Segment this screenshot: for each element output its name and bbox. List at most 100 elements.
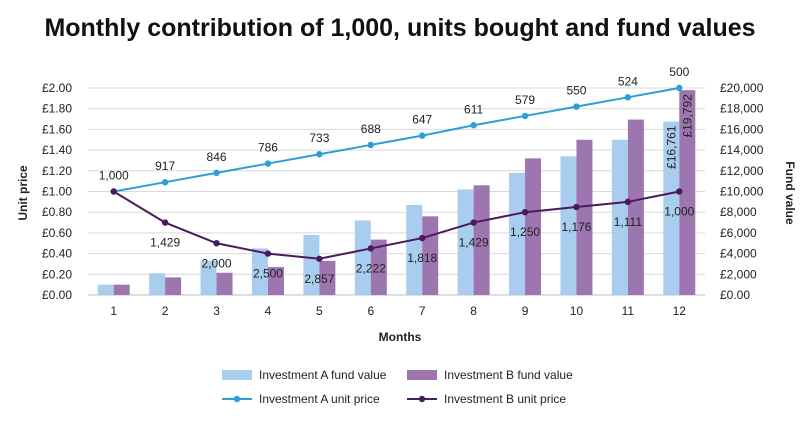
bar-value-label: £19,792 bbox=[680, 94, 694, 138]
x-tick-label: 6 bbox=[367, 304, 374, 318]
x-tick-label: 3 bbox=[213, 304, 220, 318]
legend-marker bbox=[233, 395, 241, 403]
line-point bbox=[213, 169, 220, 177]
bar bbox=[251, 248, 268, 295]
bar-value-label: £16,761 bbox=[664, 125, 678, 169]
legend-label: Investment A fund value bbox=[259, 368, 387, 382]
y-axis-title: Unit price bbox=[16, 165, 30, 221]
series-line bbox=[113, 87, 680, 193]
x-tick-label: 11 bbox=[622, 304, 635, 318]
data-label: 2,000 bbox=[202, 256, 232, 270]
data-label: 2,222 bbox=[356, 261, 386, 275]
data-label: 1,176 bbox=[561, 220, 591, 234]
line-point bbox=[264, 250, 272, 257]
y-tick-label: £0.40 bbox=[42, 247, 72, 261]
bar bbox=[525, 158, 542, 295]
data-label: 917 bbox=[155, 159, 175, 173]
y2-tick-label: £12,000 bbox=[720, 164, 764, 178]
data-labels: 1,000 917 846 786 733 688 647 611 579 550 524 500 1,… bbox=[99, 65, 695, 286]
bar bbox=[216, 272, 233, 295]
line-point bbox=[624, 198, 632, 206]
data-label: 579 bbox=[515, 93, 535, 107]
data-label: 786 bbox=[258, 141, 278, 155]
legend: Investment A fund value Investment B fund… bbox=[222, 368, 573, 406]
x-tick-label: 5 bbox=[316, 304, 323, 318]
y2-axis-title: Fund value bbox=[783, 161, 797, 225]
bar bbox=[319, 260, 336, 295]
lines bbox=[110, 84, 683, 262]
line-point bbox=[161, 178, 169, 186]
x-tick-label: 9 bbox=[522, 304, 529, 318]
data-label: 2,857 bbox=[304, 272, 334, 286]
bar bbox=[97, 284, 114, 295]
line-point bbox=[419, 132, 426, 139]
series-line bbox=[113, 190, 680, 260]
x-tick-label: 4 bbox=[265, 304, 272, 318]
bar bbox=[113, 284, 130, 295]
line-point bbox=[521, 112, 529, 120]
y2-tick-label: £2,000 bbox=[720, 267, 757, 281]
line-point bbox=[316, 255, 323, 262]
data-label: 611 bbox=[464, 102, 483, 116]
x-tick-label: 8 bbox=[470, 304, 477, 318]
legend-label: Investment A unit price bbox=[259, 392, 380, 406]
bar bbox=[560, 156, 577, 295]
legend-marker bbox=[418, 395, 426, 403]
line-point bbox=[624, 94, 632, 101]
bar bbox=[165, 277, 182, 295]
y2-tick-label: £4,000 bbox=[720, 247, 757, 261]
bar bbox=[406, 204, 423, 295]
data-label: 733 bbox=[309, 131, 329, 145]
data-label: 2,500 bbox=[253, 267, 283, 281]
y-tick-label: £1.20 bbox=[42, 164, 72, 178]
line-point bbox=[316, 151, 323, 158]
chart-title: Monthly contribution of 1,000, units bou… bbox=[44, 14, 755, 42]
bar bbox=[473, 185, 490, 295]
bar bbox=[354, 220, 371, 295]
line-point bbox=[264, 160, 272, 167]
y2-tick-label: £0.00 bbox=[720, 288, 750, 302]
bar bbox=[303, 234, 320, 295]
bar bbox=[370, 239, 387, 295]
data-label: 1,818 bbox=[407, 251, 437, 265]
data-label: 1,111 bbox=[614, 215, 643, 229]
y2-tick-label: £14,000 bbox=[720, 143, 764, 157]
x-tick-label: 1 bbox=[110, 304, 117, 318]
y2-tick-label: £20,000 bbox=[720, 81, 764, 95]
y2-tick-label: £8,000 bbox=[720, 205, 757, 219]
line-point bbox=[470, 122, 477, 129]
bar bbox=[509, 172, 526, 295]
x-tick-label: 2 bbox=[162, 304, 169, 318]
line-point bbox=[470, 219, 477, 226]
y-tick-label: £0.20 bbox=[42, 267, 72, 281]
legend-label: Investment B unit price bbox=[444, 392, 566, 406]
y-tick-label: £1.40 bbox=[42, 143, 72, 157]
line-point bbox=[573, 103, 580, 110]
legend-label: Investment B fund value bbox=[444, 368, 573, 382]
x-tick-label: 7 bbox=[419, 304, 426, 318]
data-label: 1,429 bbox=[150, 236, 180, 250]
y2-tick-label: £6,000 bbox=[720, 226, 757, 240]
y-tick-label: £1.80 bbox=[42, 102, 72, 116]
line-point bbox=[213, 240, 220, 247]
line-point bbox=[110, 188, 117, 195]
line-point bbox=[367, 141, 374, 149]
y-tick-label: £0.60 bbox=[42, 226, 72, 240]
bar bbox=[627, 119, 644, 295]
x-tick-label: 10 bbox=[570, 304, 584, 318]
y-tick-label: £1.00 bbox=[42, 185, 72, 199]
data-label: 524 bbox=[618, 74, 638, 88]
line-point bbox=[676, 188, 683, 195]
y2-tick-label: £16,000 bbox=[720, 122, 764, 136]
bar bbox=[200, 260, 217, 295]
legend-swatch bbox=[407, 370, 437, 380]
x-tick-label: 12 bbox=[673, 304, 687, 318]
line-point bbox=[419, 234, 426, 242]
data-label: 1,250 bbox=[510, 225, 540, 239]
line-point bbox=[676, 84, 683, 92]
y-tick-label: £1.60 bbox=[42, 122, 72, 136]
bar bbox=[679, 90, 696, 295]
y-tick-label: £0.80 bbox=[42, 205, 72, 219]
y-tick-label: £2.00 bbox=[42, 81, 72, 95]
